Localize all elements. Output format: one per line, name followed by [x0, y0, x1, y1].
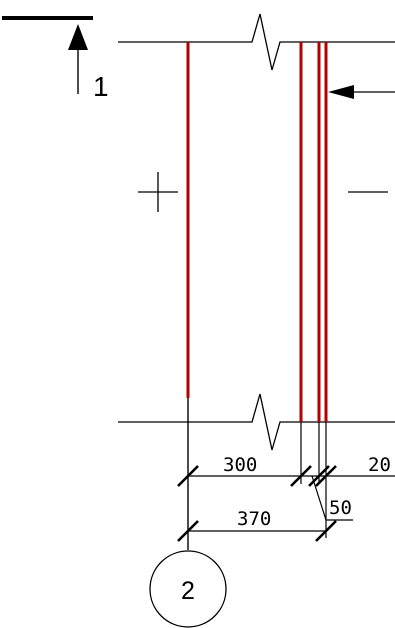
section-arrow-head-icon	[68, 24, 88, 50]
wall-layers	[186, 42, 328, 422]
dimension-50: 50	[329, 497, 352, 519]
dimension-50-leader	[311, 475, 353, 521]
dimension-20: 20	[368, 454, 391, 476]
axis-bubble: 2	[149, 550, 227, 628]
axis-label: 2	[181, 577, 195, 605]
bottom-break-line	[118, 393, 395, 451]
dimension-300: 300	[223, 454, 257, 476]
load-arrow-head-icon	[328, 85, 354, 99]
dimension-ticks-row-1	[177, 465, 337, 487]
dimension-row-1	[177, 465, 395, 487]
section-number: 1	[93, 71, 109, 102]
section-cut-marker: 1	[2, 16, 109, 102]
dimension-370: 370	[237, 508, 271, 530]
load-arrow	[328, 85, 395, 99]
axis-circle	[149, 550, 227, 628]
top-break-line	[118, 13, 395, 71]
dimension-row-2	[177, 484, 337, 542]
plus-sign-icon	[138, 172, 178, 212]
dimension-ticks-row-2	[177, 520, 337, 542]
extension-lines	[300, 422, 327, 484]
